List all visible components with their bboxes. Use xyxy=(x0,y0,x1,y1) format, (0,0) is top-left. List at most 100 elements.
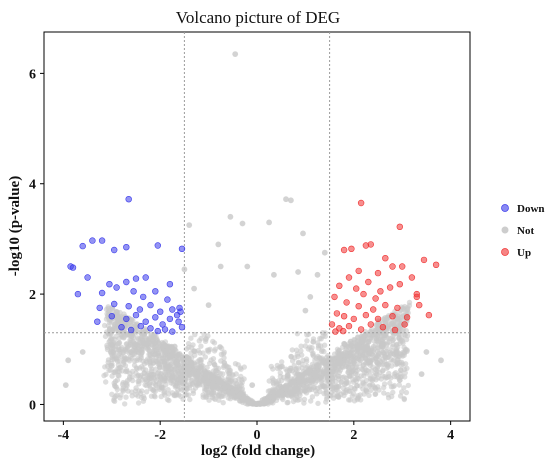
not-point xyxy=(363,343,370,349)
up-point xyxy=(425,311,433,319)
down-point xyxy=(106,281,113,288)
not-point xyxy=(378,376,384,382)
not-point xyxy=(380,367,386,373)
not-point xyxy=(140,398,147,404)
not-point xyxy=(173,371,179,378)
not-point xyxy=(122,363,129,369)
not-point xyxy=(382,319,388,325)
not-point xyxy=(218,358,224,364)
not-point xyxy=(332,358,338,364)
not-point xyxy=(150,380,157,386)
up-point xyxy=(382,255,389,262)
not-point xyxy=(178,387,185,393)
not-point xyxy=(239,220,246,227)
not-point xyxy=(153,336,159,343)
not-point xyxy=(220,400,226,406)
not-point xyxy=(195,375,201,381)
not-point xyxy=(297,392,303,398)
not-point xyxy=(418,371,425,377)
not-point xyxy=(232,51,239,57)
not-point xyxy=(296,360,302,366)
not-point xyxy=(397,331,403,337)
not-point xyxy=(375,384,381,390)
up-point xyxy=(382,301,389,309)
not-point xyxy=(321,249,328,256)
not-point xyxy=(337,356,343,363)
not-point xyxy=(163,382,169,388)
not-point xyxy=(137,390,144,396)
not-point xyxy=(141,361,148,367)
not-point xyxy=(227,213,234,220)
not-point xyxy=(220,371,226,377)
not-point xyxy=(268,363,274,370)
not-point xyxy=(323,390,329,396)
not-point xyxy=(211,340,218,346)
not-point xyxy=(143,382,150,389)
not-point xyxy=(394,360,401,366)
not-point xyxy=(402,374,408,380)
not-point xyxy=(277,373,284,380)
up-point xyxy=(416,301,423,309)
not-point xyxy=(298,348,304,354)
not-point xyxy=(101,372,107,379)
down-point xyxy=(175,318,182,325)
y-tick-label: 0 xyxy=(29,398,36,413)
not-point xyxy=(364,359,370,366)
legend-label-not: Not xyxy=(517,225,534,237)
not-point xyxy=(299,352,305,358)
not-point xyxy=(358,397,364,403)
not-point xyxy=(200,370,207,376)
not-point xyxy=(123,348,129,354)
up-point xyxy=(348,245,355,253)
not-point xyxy=(322,333,328,340)
not-point xyxy=(123,394,129,400)
not-point xyxy=(271,389,277,395)
not-point xyxy=(289,358,296,364)
not-point xyxy=(362,381,368,388)
not-point xyxy=(202,338,209,344)
not-point xyxy=(134,348,140,354)
not-point xyxy=(403,389,410,396)
not-point xyxy=(326,363,332,370)
not-point xyxy=(307,384,313,390)
not-point xyxy=(396,382,402,388)
down-point xyxy=(74,290,82,298)
not-point xyxy=(209,384,215,391)
not-point xyxy=(117,395,123,401)
not-point xyxy=(381,361,387,367)
not-point xyxy=(191,362,198,368)
not-point xyxy=(116,340,123,346)
not-point xyxy=(164,396,171,403)
not-point xyxy=(341,340,347,347)
not-point xyxy=(302,343,308,349)
down-point xyxy=(84,274,91,281)
not-point xyxy=(114,386,121,393)
not-point xyxy=(146,351,152,358)
down-point xyxy=(147,325,154,332)
not-point xyxy=(185,367,191,373)
not-point xyxy=(314,377,320,384)
not-point xyxy=(147,338,154,344)
not-point xyxy=(143,389,150,395)
up-point xyxy=(336,282,343,289)
not-point xyxy=(311,363,317,369)
up-point xyxy=(367,321,374,328)
not-point xyxy=(382,331,389,337)
not-point xyxy=(136,378,142,384)
not-point xyxy=(196,338,202,344)
not-point xyxy=(332,374,338,381)
not-point xyxy=(339,374,345,381)
not-point xyxy=(203,380,210,386)
not-point xyxy=(162,349,168,355)
not-point xyxy=(142,343,148,349)
up-point xyxy=(343,299,350,306)
not-point xyxy=(292,370,298,377)
not-point xyxy=(197,363,203,370)
not-point xyxy=(224,377,230,383)
legend: Down Not Up xyxy=(501,203,545,259)
not-point xyxy=(390,389,396,396)
not-point xyxy=(185,392,192,398)
not-point xyxy=(283,196,289,203)
down-point xyxy=(110,300,118,308)
x-tick-label: 4 xyxy=(447,428,454,443)
